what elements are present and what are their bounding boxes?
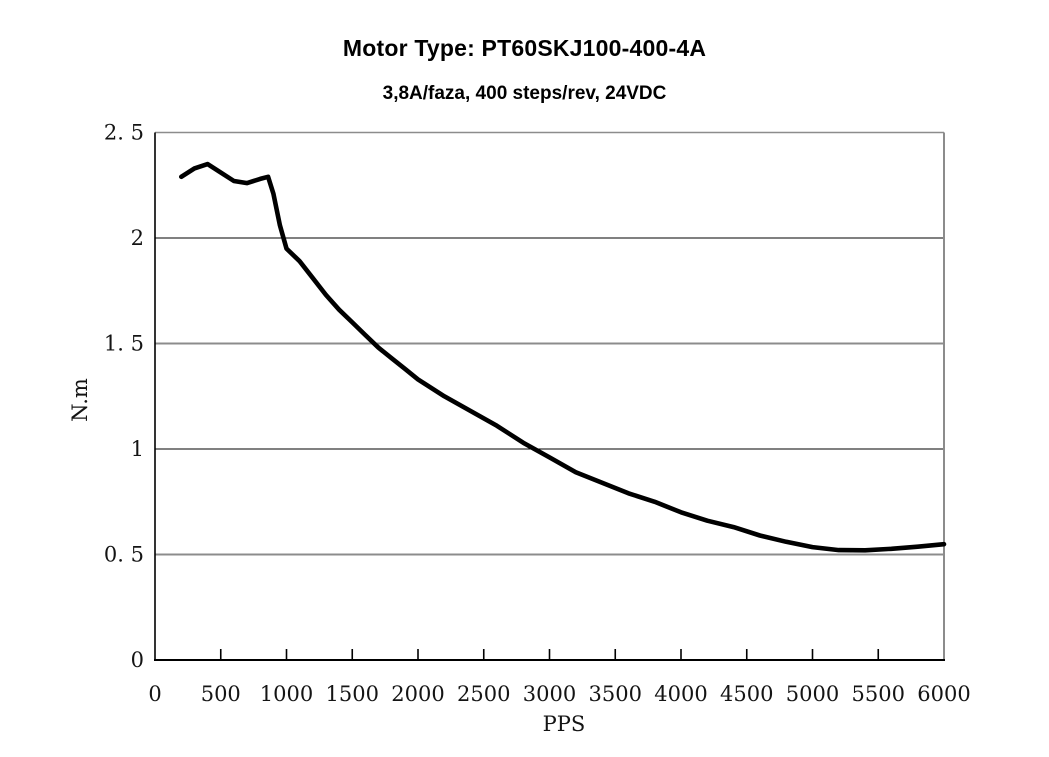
x-axis-label: PPS	[542, 712, 586, 736]
x-tick-label-6000: 6000	[917, 682, 970, 706]
x-tick-label-0: 0	[148, 682, 161, 706]
x-tick-label-3000: 3000	[523, 682, 576, 706]
x-tick-label-5000: 5000	[786, 682, 839, 706]
x-tick-label-4000: 4000	[654, 682, 707, 706]
y-tick-label-1.5: 1. 5	[104, 332, 144, 356]
chart-subtitle: 3,8A/faza, 400 steps/rev, 24VDC	[382, 83, 667, 104]
y-tick-label-0: 0	[131, 648, 144, 672]
x-tick-label-1500: 1500	[326, 682, 379, 706]
y-tick-label-0.5: 0. 5	[104, 543, 144, 567]
torque-curve	[179, 161, 947, 553]
x-tick-label-5500: 5500	[852, 682, 905, 706]
y-tick-label-2.5: 2. 5	[104, 121, 144, 145]
y-tick-label-2: 2	[131, 226, 144, 250]
y-tick-label-1: 1	[131, 437, 144, 461]
x-tick-label-4500: 4500	[720, 682, 773, 706]
x-tick-label-500: 500	[201, 682, 241, 706]
x-tick-label-2000: 2000	[391, 682, 444, 706]
chart-title: Motor Type: PT60SKJ100-400-4A	[342, 35, 707, 61]
x-tick-label-1000: 1000	[260, 682, 313, 706]
x-tick-label-2500: 2500	[457, 682, 510, 706]
x-tick-label-3500: 3500	[589, 682, 642, 706]
